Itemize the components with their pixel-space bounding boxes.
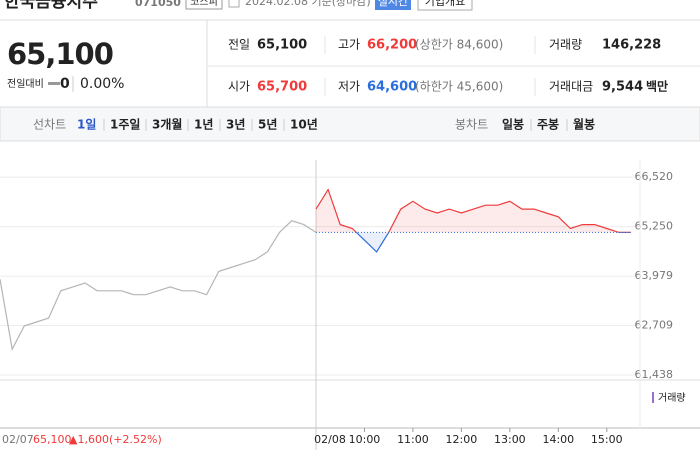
summary-value: 146,228	[602, 38, 661, 53]
change-rate: 0.00%	[80, 76, 124, 92]
summary-value: 9,544	[602, 80, 643, 95]
tabs: 선차트 1일 1주일 3개월 1년 3년 5년 10년 봉차트 일봉 주봉 월봉	[33, 117, 595, 132]
volume-label: 거래량	[658, 392, 686, 404]
prev-rate: (+2.52%)	[109, 433, 162, 446]
tab[interactable]: 1년	[194, 118, 213, 132]
tab[interactable]: 10년	[290, 118, 318, 132]
tab[interactable]: 5년	[258, 118, 277, 132]
overview-button[interactable]	[417, 0, 473, 11]
chart: 66,520 65,250 63,979 62,709 61,438 10:00 11:00…	[0, 160, 700, 450]
tab-bar	[0, 106, 700, 142]
calendar-icon	[228, 0, 240, 8]
summary-label: 거래량	[549, 38, 582, 52]
summary-label: 저가	[338, 80, 360, 94]
price: 65,100	[7, 37, 113, 71]
tab[interactable]: 일봉	[502, 118, 524, 132]
summary: 전일 65,100 고가 66,200(상한가 84,600) 거래량 146,228 시가…	[228, 36, 668, 96]
x-tick-label: 12:00	[446, 433, 478, 446]
summary-label: 고가	[338, 38, 360, 52]
summary-value: 64,600	[367, 80, 417, 95]
y-tick-label: 66,520	[635, 170, 674, 183]
tab[interactable]: 주봉	[537, 118, 559, 132]
tab[interactable]: 1주일	[110, 118, 140, 132]
prev-change: ▲1,600	[69, 433, 109, 446]
tab-label: 봉차트	[455, 118, 488, 132]
price-limit: (하한가 45,600)	[415, 80, 503, 94]
tab-label: 선차트	[33, 118, 66, 132]
market: 코스피	[190, 0, 218, 8]
price-limit: (상한가 84,600)	[415, 38, 503, 52]
x-tick-label: 14:00	[542, 433, 574, 446]
tab[interactable]: 1일	[77, 118, 96, 132]
price-line	[0, 220, 317, 352]
prev-price: 65,100	[33, 433, 72, 446]
tab[interactable]: 월봉	[573, 117, 595, 132]
stock-code: 071050	[135, 0, 181, 9]
summary-value: 66,200	[367, 38, 417, 53]
summary-label: 전일	[228, 38, 250, 52]
y-tick-label: 65,250	[635, 220, 674, 233]
unit: 백만	[646, 79, 668, 94]
stock-name: 한국금융지주	[4, 0, 98, 12]
realtime[interactable]: 실시간	[378, 0, 408, 8]
summary-label: 거래대금	[549, 80, 593, 94]
tab[interactable]: 3년	[226, 118, 245, 132]
price-line-down	[355, 232, 631, 253]
flat-icon	[48, 82, 60, 85]
prev-date: 02/07	[2, 433, 34, 446]
market-badge	[185, 0, 223, 10]
realtime-button[interactable]	[375, 0, 411, 10]
x-tick-label: 15:00	[591, 433, 623, 446]
price-area-down	[316, 232, 631, 252]
summary-value: 65,700	[257, 80, 307, 95]
date: 2024.02.08 기준(장마감)	[245, 0, 371, 8]
x-tick-label: 11:00	[397, 433, 429, 446]
x-tick-label: 10:00	[349, 433, 381, 446]
summary-label: 시가	[228, 80, 250, 94]
y-tick-label: 62,709	[635, 319, 674, 332]
y-tick-label: 61,438	[635, 368, 674, 381]
x-tick-label: 13:00	[494, 433, 526, 446]
summary-value: 65,100	[257, 38, 307, 53]
price-line-up	[315, 188, 631, 233]
change: 0	[60, 76, 70, 92]
y-tick-label: 63,979	[635, 269, 674, 282]
change-label: 전일대비	[7, 78, 44, 90]
overview[interactable]: 기업개요	[425, 0, 465, 8]
session-date: 02/08	[314, 433, 346, 446]
volume-legend-swatch	[652, 392, 654, 403]
tab[interactable]: 3개월	[152, 117, 182, 132]
